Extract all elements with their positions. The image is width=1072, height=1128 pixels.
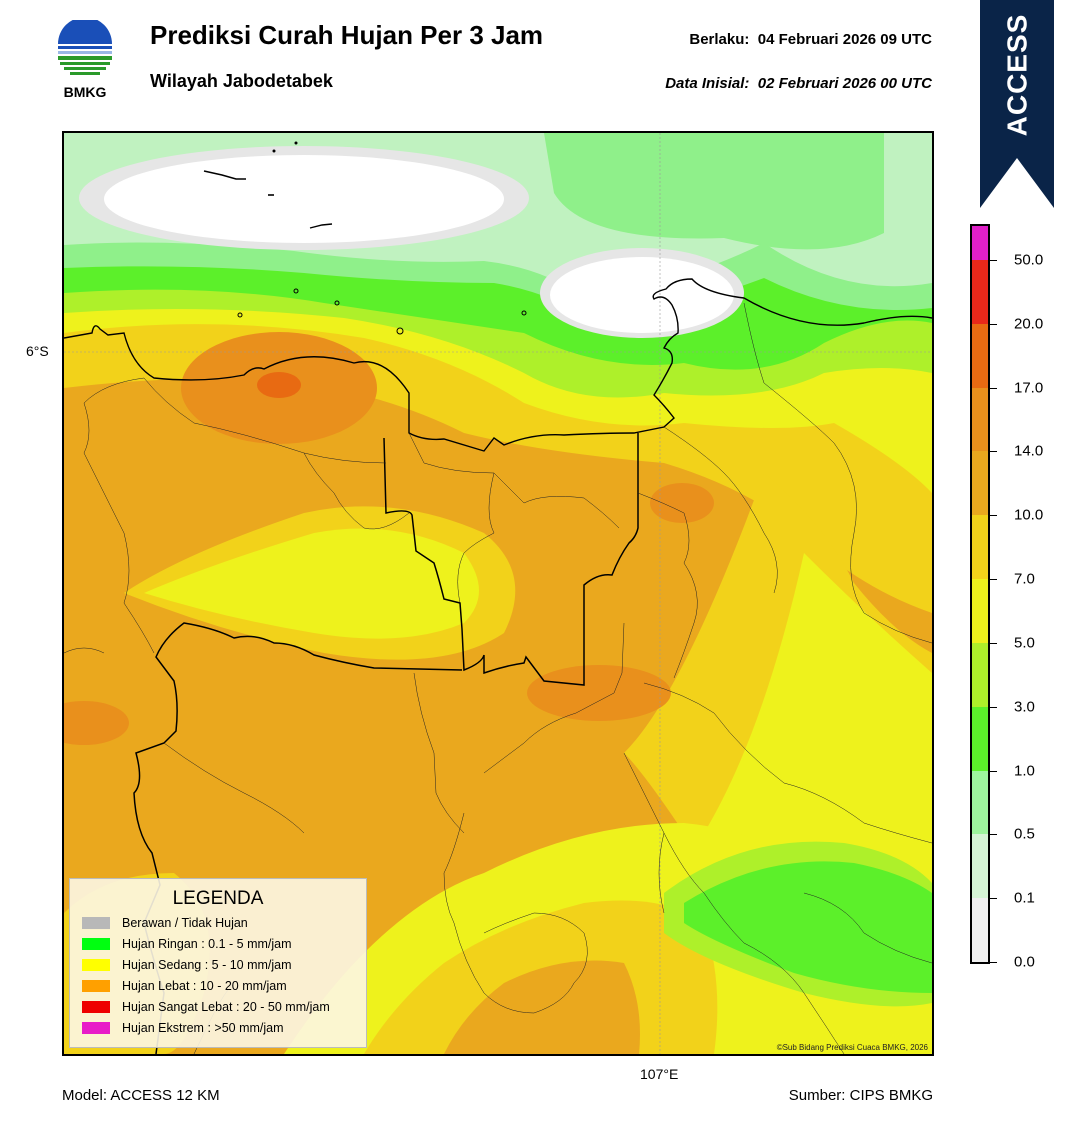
bmkg-emblem-icon: [58, 17, 112, 75]
colorbar-label: 10.0: [1014, 506, 1044, 524]
ribbon-shape-icon: [980, 0, 1054, 208]
initial-value: 02 Februari 2026 00 UTC: [757, 75, 932, 92]
longitude-label: 107°E: [640, 1066, 679, 1082]
ribbon-label: ACCESS: [1001, 13, 1033, 137]
colorbar-label: 5.0: [1014, 634, 1035, 652]
latitude-label: 6°S: [26, 343, 49, 359]
legend-swatch: [82, 938, 110, 950]
colorbar-label: 0.0: [1014, 953, 1035, 971]
colorbar-label: 0.1: [1014, 889, 1035, 907]
legend-box: LEGENDA Berawan / Tidak Hujan Hujan Ringa…: [69, 878, 367, 1048]
colorbar-segment: [972, 226, 988, 260]
rainfall-map: LEGENDA Berawan / Tidak Hujan Hujan Ringa…: [62, 131, 934, 1056]
logo-text: BMKG: [63, 84, 107, 100]
legend-swatch: [82, 1022, 110, 1034]
legend-swatch: [82, 1001, 110, 1013]
legend-label: Berawan / Tidak Hujan: [122, 916, 248, 930]
colorbar-segment: [972, 260, 988, 324]
colorbar-segment: [972, 515, 988, 580]
legend-swatch: [82, 959, 110, 971]
colorbar-label: 17.0: [1014, 379, 1044, 397]
colorbar-tick: [990, 323, 997, 325]
colorbar-label: 50.0: [1014, 251, 1044, 269]
colorbar-tick: [990, 387, 997, 389]
colorbar-segment: [972, 770, 988, 835]
legend-item: Hujan Ekstrem : >50 mm/jam: [82, 1020, 284, 1036]
legend-label: Hujan Ekstrem : >50 mm/jam: [122, 1021, 284, 1035]
rainfall-field: [64, 133, 932, 1054]
legend-swatch: [82, 980, 110, 992]
colorbar-segment: [972, 706, 988, 771]
colorbar-tick: [990, 579, 997, 581]
colorbar-label: 7.0: [1014, 570, 1035, 588]
initial-label: Data Inisial:: [665, 75, 750, 92]
colorbar-tick: [990, 515, 997, 517]
legend-item: Hujan Sangat Lebat : 20 - 50 mm/jam: [82, 999, 330, 1015]
legend-swatch: [82, 917, 110, 929]
colorbar-segment: [972, 834, 988, 899]
colorbar-label: 14.0: [1014, 442, 1044, 460]
model-ribbon: ACCESS: [980, 0, 1054, 208]
colorbar-tick: [990, 834, 997, 836]
legend-item: Hujan Ringan : 0.1 - 5 mm/jam: [82, 936, 292, 952]
colorbar-segment: [972, 387, 988, 452]
colorbar-tick: [990, 898, 997, 900]
colorbar-segment: [972, 323, 988, 388]
colorbar-tick: [990, 770, 997, 772]
colorbar-label: 20.0: [1014, 315, 1044, 333]
legend-label: Hujan Sedang : 5 - 10 mm/jam: [122, 958, 292, 972]
valid-time: Berlaku: 04 Februari 2026 09 UTC: [689, 31, 932, 48]
colorbar-label: 1.0: [1014, 762, 1035, 780]
valid-label: Berlaku:: [689, 31, 750, 48]
legend-item: Hujan Sedang : 5 - 10 mm/jam: [82, 957, 292, 973]
page-title: Prediksi Curah Hujan Per 3 Jam: [150, 20, 544, 50]
colorbar-tick: [990, 706, 997, 708]
colorbar-tick: [990, 642, 997, 644]
copyright-note: ©Sub Bidang Prediksi Cuaca BMKG, 2026: [776, 1043, 928, 1052]
colorbar-tick: [990, 260, 997, 261]
source-footer: Sumber: CIPS BMKG: [788, 1087, 933, 1104]
legend-title: LEGENDA: [172, 888, 264, 909]
colorbar-segment: [972, 642, 988, 707]
colorbar-segment: [972, 898, 988, 962]
model-footer: Model: ACCESS 12 KM: [62, 1087, 220, 1104]
legend-label: Hujan Lebat : 10 - 20 mm/jam: [122, 979, 287, 993]
colorbar: [970, 224, 990, 964]
colorbar-tick: [990, 451, 997, 453]
legend-item: Berawan / Tidak Hujan: [82, 915, 248, 931]
legend-label: Hujan Ringan : 0.1 - 5 mm/jam: [122, 937, 292, 951]
legend-label: Hujan Sangat Lebat : 20 - 50 mm/jam: [122, 1000, 330, 1014]
colorbar-label: 0.5: [1014, 825, 1035, 843]
valid-value: 04 Februari 2026 09 UTC: [757, 31, 932, 48]
colorbar-tick: [990, 962, 997, 963]
colorbar-segment: [972, 451, 988, 516]
bmkg-logo: BMKG: [52, 17, 118, 104]
initial-time: Data Inisial: 02 Februari 2026 00 UTC: [665, 75, 932, 92]
colorbar-label: 3.0: [1014, 698, 1035, 716]
colorbar-segment: [972, 579, 988, 643]
page-subtitle: Wilayah Jabodetabek: [150, 71, 333, 91]
legend-item: Hujan Lebat : 10 - 20 mm/jam: [82, 978, 287, 994]
